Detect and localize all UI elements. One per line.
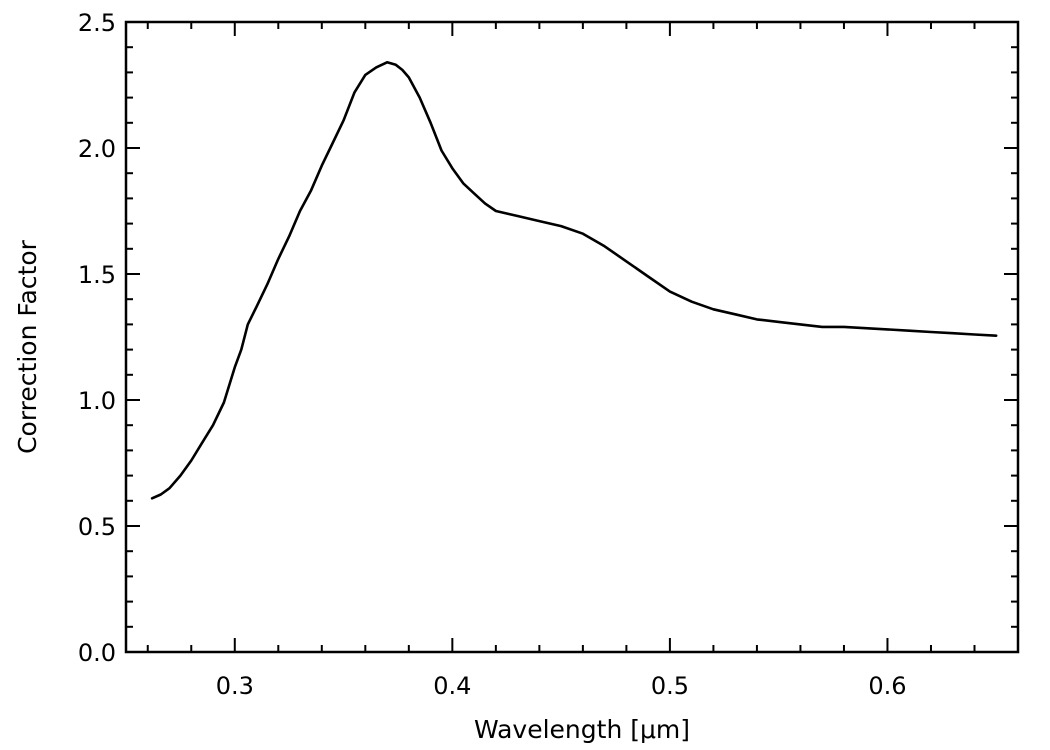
plot-frame [124, 20, 1020, 654]
y-tick-label: 2.0 [78, 135, 116, 163]
series-layer [150, 61, 998, 500]
y-tick-label: 0.0 [78, 639, 116, 667]
y-tick-label: 0.5 [78, 513, 116, 541]
y-tick-label: 2.5 [78, 9, 116, 37]
y-tick-label: 1.5 [78, 261, 116, 289]
y-axis-title: Correction Factor [13, 239, 42, 454]
x-tick-label: 0.3 [216, 672, 254, 700]
x-tick-label: 0.4 [433, 672, 471, 700]
x-axis-title: Wavelength [μm] [474, 715, 690, 744]
x-tick-label: 0.5 [651, 672, 689, 700]
series-line [150, 61, 998, 500]
y-tick-label: 1.0 [78, 387, 116, 415]
x-tick-label: 0.6 [868, 672, 906, 700]
axis-ticks [126, 21, 1019, 653]
tick-labels: 0.3 0.4 0.5 0.6 0.0 0.5 1.0 1.5 2.0 2.5 [78, 9, 907, 700]
